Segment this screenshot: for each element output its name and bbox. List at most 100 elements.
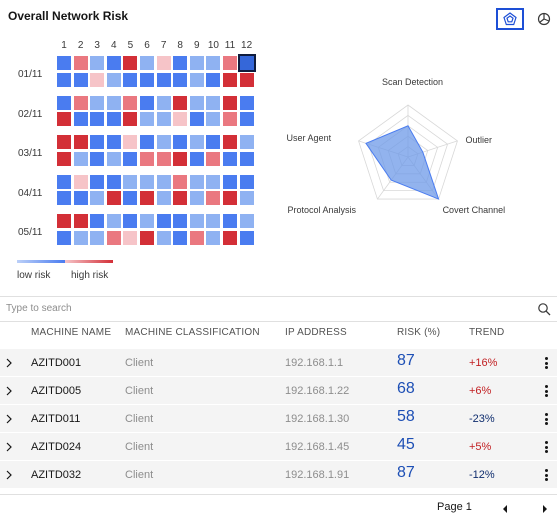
heatmap-cell[interactable] xyxy=(57,230,71,245)
previous-page-icon[interactable] xyxy=(501,501,509,516)
heatmap-cell[interactable] xyxy=(189,135,204,149)
heatmap-cell[interactable] xyxy=(140,95,154,110)
heatmap-cell[interactable] xyxy=(106,56,121,70)
heatmap-cell[interactable] xyxy=(156,151,171,166)
table-row[interactable]: AZITD032 Client 192.168.1.91 87 -12% xyxy=(0,461,557,489)
expand-row-icon[interactable] xyxy=(5,384,13,402)
heatmap-cell[interactable] xyxy=(57,174,71,189)
heatmap-cell[interactable] xyxy=(156,95,171,110)
heatmap-cell[interactable] xyxy=(239,174,254,189)
heatmap-cell[interactable] xyxy=(73,174,88,189)
heatmap-cell[interactable] xyxy=(106,174,121,189)
search-icon[interactable] xyxy=(537,302,551,321)
heatmap-cell[interactable] xyxy=(106,112,121,126)
heatmap-cell[interactable] xyxy=(57,151,71,166)
header-machine-name[interactable]: MACHINE NAME xyxy=(31,327,112,338)
heatmap-cell[interactable] xyxy=(173,191,188,205)
heatmap-cell[interactable] xyxy=(173,230,188,245)
header-trend[interactable]: TREND xyxy=(469,327,505,338)
heatmap-cell[interactable] xyxy=(223,174,237,189)
heatmap-cell[interactable] xyxy=(123,230,138,245)
heatmap-cell[interactable] xyxy=(90,214,105,228)
heatmap-cell[interactable] xyxy=(223,191,237,205)
heatmap-cell[interactable] xyxy=(90,230,105,245)
header-ip-address[interactable]: IP ADDRESS xyxy=(285,327,347,338)
heatmap-cell[interactable] xyxy=(223,135,237,149)
heatmap-cell[interactable] xyxy=(73,95,88,110)
overflow-menu-icon[interactable] xyxy=(541,411,551,427)
heatmap-cell[interactable] xyxy=(223,151,237,166)
expand-row-icon[interactable] xyxy=(5,468,13,486)
heatmap-cell[interactable] xyxy=(173,56,188,70)
heatmap-cell[interactable] xyxy=(173,72,188,87)
heatmap-cell[interactable] xyxy=(140,191,154,205)
heatmap-cell[interactable] xyxy=(90,135,105,149)
search-input[interactable] xyxy=(6,303,506,314)
heatmap-cell[interactable] xyxy=(140,135,154,149)
heatmap-cell[interactable] xyxy=(223,112,237,126)
heatmap-cell[interactable] xyxy=(123,191,138,205)
heatmap-cell[interactable] xyxy=(140,72,154,87)
heatmap-cell[interactable] xyxy=(223,95,237,110)
heatmap-cell[interactable] xyxy=(73,230,88,245)
heatmap-cell[interactable] xyxy=(206,214,221,228)
overflow-menu-icon[interactable] xyxy=(541,383,551,399)
heatmap-cell[interactable] xyxy=(106,230,121,245)
heatmap-cell[interactable] xyxy=(173,112,188,126)
heatmap-cell[interactable] xyxy=(140,214,154,228)
heatmap-cell[interactable] xyxy=(123,174,138,189)
heatmap-cell[interactable] xyxy=(57,95,71,110)
heatmap-cell[interactable] xyxy=(140,151,154,166)
heatmap-cell[interactable] xyxy=(90,95,105,110)
table-row[interactable]: AZITD005 Client 192.168.1.22 68 +6% xyxy=(0,377,557,405)
heatmap-cell[interactable] xyxy=(123,151,138,166)
expand-row-icon[interactable] xyxy=(5,412,13,430)
overflow-menu-icon[interactable] xyxy=(541,355,551,371)
heatmap-cell[interactable] xyxy=(73,191,88,205)
heatmap-cell[interactable] xyxy=(189,95,204,110)
heatmap-cell[interactable] xyxy=(156,135,171,149)
heatmap-cell[interactable] xyxy=(57,72,71,87)
overflow-menu-icon[interactable] xyxy=(541,467,551,483)
heatmap-cell[interactable] xyxy=(73,135,88,149)
heatmap-cell[interactable] xyxy=(57,112,71,126)
table-row[interactable]: AZITD024 Client 192.168.1.45 45 +5% xyxy=(0,433,557,461)
heatmap-cell[interactable] xyxy=(123,214,138,228)
expand-row-icon[interactable] xyxy=(5,440,13,458)
heatmap-cell[interactable] xyxy=(206,151,221,166)
next-page-icon[interactable] xyxy=(541,501,549,516)
heatmap-cell[interactable] xyxy=(206,112,221,126)
heatmap-cell[interactable] xyxy=(189,151,204,166)
heatmap-cell[interactable] xyxy=(239,112,254,126)
heatmap-cell[interactable] xyxy=(90,72,105,87)
heatmap-cell[interactable] xyxy=(189,112,204,126)
heatmap-cell[interactable] xyxy=(156,112,171,126)
heatmap-cell[interactable] xyxy=(90,151,105,166)
heatmap-cell[interactable] xyxy=(206,95,221,110)
heatmap-cell[interactable] xyxy=(106,191,121,205)
header-machine-classification[interactable]: MACHINE CLASSIFICATION xyxy=(125,327,260,338)
heatmap-cell[interactable] xyxy=(239,135,254,149)
heatmap-cell[interactable] xyxy=(123,112,138,126)
heatmap-cell[interactable] xyxy=(223,72,237,87)
heatmap-cell[interactable] xyxy=(106,95,121,110)
heatmap-cell[interactable] xyxy=(106,151,121,166)
heatmap-cell[interactable] xyxy=(57,214,71,228)
heatmap-cell[interactable] xyxy=(173,214,188,228)
heatmap-cell[interactable] xyxy=(237,54,256,72)
heatmap-cell[interactable] xyxy=(189,174,204,189)
heatmap-cell[interactable] xyxy=(239,151,254,166)
heatmap-cell[interactable] xyxy=(156,230,171,245)
table-row[interactable]: AZITD011 Client 192.168.1.30 58 -23% xyxy=(0,405,557,433)
heatmap-cell[interactable] xyxy=(206,230,221,245)
heatmap-cell[interactable] xyxy=(206,72,221,87)
heatmap-cell[interactable] xyxy=(73,72,88,87)
heatmap-cell[interactable] xyxy=(140,56,154,70)
heatmap-cell[interactable] xyxy=(140,112,154,126)
heatmap-cell[interactable] xyxy=(239,191,254,205)
heatmap-cell[interactable] xyxy=(123,56,138,70)
heatmap-cell[interactable] xyxy=(106,72,121,87)
heatmap-cell[interactable] xyxy=(123,135,138,149)
heatmap-cell[interactable] xyxy=(173,95,188,110)
heatmap-cell[interactable] xyxy=(57,135,71,149)
